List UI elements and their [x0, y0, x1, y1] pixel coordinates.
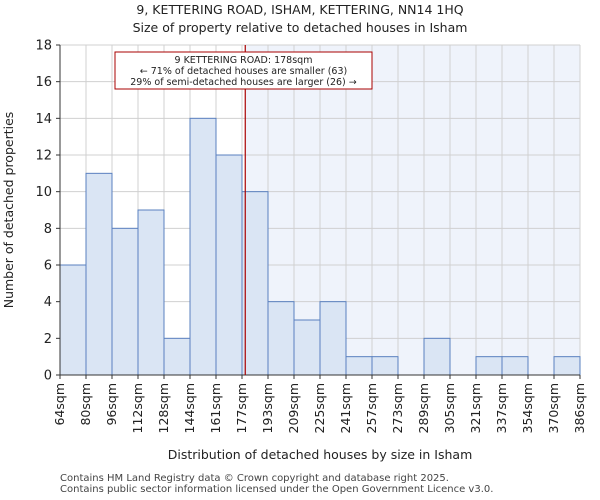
y-tick-label: 10 — [35, 185, 52, 200]
y-tick-label: 0 — [44, 369, 52, 384]
y-tick-label: 12 — [35, 149, 52, 164]
histogram-bar — [553, 356, 581, 376]
x-tick-label: 257sqm — [364, 383, 379, 433]
x-tick-label: 96sqm — [104, 383, 119, 426]
x-tick-label: 209sqm — [286, 383, 301, 433]
x-tick-label: 305sqm — [442, 383, 457, 433]
histogram-bar — [189, 117, 217, 376]
annotation-line-2: ← 71% of detached houses are smaller (63… — [140, 66, 347, 77]
annotation-box — [114, 51, 373, 90]
y-axis-title: Number of detached properties — [1, 112, 16, 309]
histogram-bar — [59, 264, 87, 376]
annotation-line-1: 9 KETTERING ROAD: 178sqm — [175, 55, 313, 66]
x-tick-label: 128sqm — [156, 383, 171, 433]
x-tick-label: 225sqm — [312, 383, 327, 433]
histogram-bar — [319, 301, 347, 376]
histogram-bar — [215, 154, 243, 376]
histogram-bar — [137, 209, 165, 376]
x-tick-label: 289sqm — [416, 383, 431, 433]
footer-licence: Contains public sector information licen… — [60, 484, 494, 495]
chart-title-line2: Size of property relative to detached ho… — [132, 20, 468, 35]
histogram-bar — [163, 337, 191, 376]
x-axis-title: Distribution of detached houses by size … — [168, 447, 473, 462]
x-tick-label: 193sqm — [260, 383, 275, 433]
x-tick-label: 321sqm — [468, 383, 483, 433]
x-tick-label: 354sqm — [520, 383, 535, 433]
y-tick-label: 8 — [44, 222, 52, 237]
histogram-bar — [111, 227, 139, 376]
x-tick-label: 386sqm — [572, 383, 587, 433]
x-tick-label: 370sqm — [546, 383, 561, 433]
histogram-chart: 0 2 4 6 8 10 12 14 16 18 64sqm 80sqm 96sqm 112sqm 128s… — [1, 39, 587, 463]
histogram-bar — [241, 191, 269, 376]
footer-copyright: Contains HM Land Registry data © Crown c… — [60, 473, 449, 484]
y-tick-label: 16 — [35, 75, 52, 90]
histogram-bar — [475, 356, 503, 376]
histogram-bar — [293, 319, 321, 376]
x-tick-label: 80sqm — [78, 383, 93, 426]
x-tick-label: 177sqm — [234, 383, 249, 433]
chart-title-line1: 9, KETTERING ROAD, ISHAM, KETTERING, NN1… — [136, 2, 464, 17]
y-tick-label: 2 — [44, 332, 52, 347]
x-tick-label: 337sqm — [494, 383, 509, 433]
x-tick-label: 112sqm — [130, 383, 145, 433]
histogram-bar — [267, 301, 295, 376]
x-tick-label: 161sqm — [208, 383, 223, 433]
x-tick-label: 64sqm — [52, 383, 67, 426]
y-tick-label: 4 — [44, 295, 52, 310]
y-tick-label: 6 — [44, 259, 52, 274]
x-tick-label: 241sqm — [338, 383, 353, 433]
annotation-line-3: 29% of semi-detached houses are larger (… — [130, 77, 357, 88]
x-tick-label: 273sqm — [390, 383, 405, 433]
histogram-bar — [501, 356, 529, 376]
y-tick-label: 18 — [35, 39, 52, 54]
x-tick-label: 144sqm — [182, 383, 197, 433]
y-tick-label: 14 — [35, 112, 52, 127]
histogram-bar — [423, 337, 451, 376]
histogram-bar — [371, 356, 399, 376]
histogram-bar — [345, 356, 373, 376]
histogram-bar — [85, 172, 113, 376]
